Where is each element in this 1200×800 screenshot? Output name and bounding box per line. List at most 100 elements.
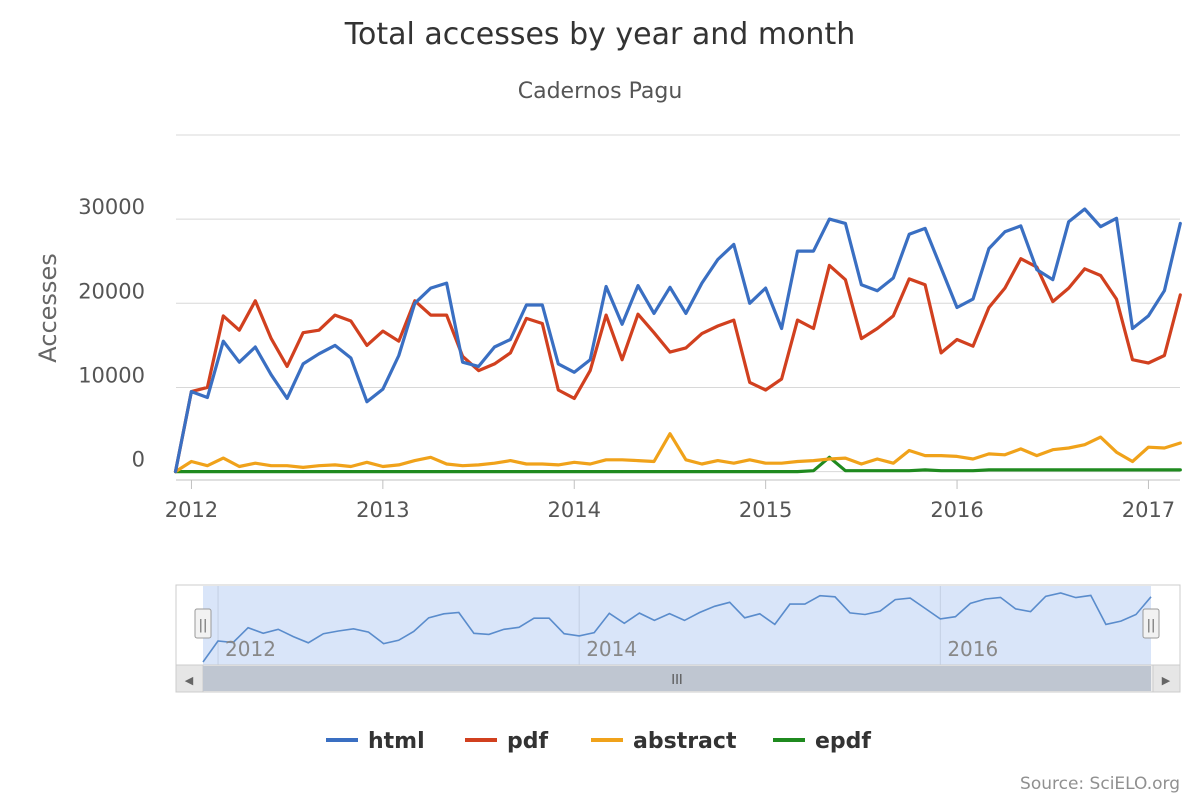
data-point-epdf[interactable] [924, 469, 927, 471]
data-point-abstract[interactable] [573, 461, 576, 464]
data-point-epdf[interactable] [796, 470, 799, 473]
data-point-abstract[interactable] [238, 465, 241, 468]
data-point-epdf[interactable] [892, 469, 895, 472]
data-point-epdf[interactable] [1019, 469, 1022, 471]
data-point-epdf[interactable] [940, 469, 942, 472]
data-point-pdf[interactable] [589, 369, 592, 372]
data-point-epdf[interactable] [748, 470, 751, 473]
data-point-abstract[interactable] [493, 462, 496, 465]
data-point-epdf[interactable] [557, 470, 560, 473]
data-point-html[interactable] [700, 282, 703, 284]
data-point-epdf[interactable] [956, 469, 958, 472]
data-point-epdf[interactable] [653, 470, 655, 473]
data-point-html[interactable] [1179, 222, 1182, 225]
data-point-abstract[interactable] [589, 463, 592, 465]
data-point-html[interactable] [892, 277, 895, 279]
data-point-abstract[interactable] [940, 454, 942, 457]
data-point-epdf[interactable] [477, 470, 480, 473]
data-point-epdf[interactable] [541, 470, 544, 473]
data-point-pdf[interactable] [716, 325, 719, 327]
data-point-abstract[interactable] [844, 457, 847, 460]
data-point-html[interactable] [302, 362, 304, 365]
data-point-html[interactable] [525, 304, 528, 306]
data-point-pdf[interactable] [1067, 287, 1070, 290]
data-point-html[interactable] [860, 283, 863, 286]
data-point-html[interactable] [254, 346, 257, 348]
data-point-abstract[interactable] [286, 464, 289, 467]
series-line-abstract[interactable] [173, 432, 1182, 474]
data-point-epdf[interactable] [621, 470, 623, 473]
data-point-html[interactable] [732, 243, 735, 246]
data-point-epdf[interactable] [525, 470, 528, 473]
data-point-epdf[interactable] [972, 469, 974, 472]
data-point-html[interactable] [334, 344, 336, 347]
data-point-epdf[interactable] [334, 470, 336, 473]
data-point-epdf[interactable] [270, 470, 273, 473]
data-point-epdf[interactable] [1051, 469, 1054, 471]
data-point-epdf[interactable] [637, 470, 639, 473]
data-point-pdf[interactable] [366, 344, 368, 347]
data-point-epdf[interactable] [812, 469, 815, 472]
data-point-pdf[interactable] [493, 362, 496, 365]
data-point-abstract[interactable] [1179, 442, 1182, 444]
data-point-abstract[interactable] [621, 458, 623, 461]
data-point-abstract[interactable] [796, 460, 799, 463]
data-point-html[interactable] [589, 358, 592, 361]
data-point-pdf[interactable] [653, 331, 655, 334]
data-point-epdf[interactable] [1163, 469, 1166, 471]
data-point-epdf[interactable] [764, 470, 767, 473]
data-point-pdf[interactable] [206, 386, 209, 389]
data-point-html[interactable] [988, 247, 990, 250]
data-point-pdf[interactable] [573, 397, 576, 400]
data-point-abstract[interactable] [924, 454, 927, 457]
data-point-abstract[interactable] [397, 463, 400, 466]
data-point-pdf[interactable] [334, 314, 336, 316]
data-point-abstract[interactable] [1067, 447, 1070, 449]
data-point-epdf[interactable] [493, 470, 496, 473]
data-point-html[interactable] [206, 396, 209, 399]
data-point-epdf[interactable] [509, 470, 512, 473]
data-point-abstract[interactable] [764, 462, 767, 465]
data-point-abstract[interactable] [732, 462, 735, 465]
data-point-epdf[interactable] [302, 470, 304, 473]
data-point-abstract[interactable] [541, 463, 544, 465]
data-point-html[interactable] [477, 365, 480, 368]
data-point-pdf[interactable] [700, 332, 703, 335]
data-point-epdf[interactable] [190, 470, 193, 473]
data-point-pdf[interactable] [286, 365, 289, 368]
data-point-html[interactable] [669, 286, 671, 289]
data-point-pdf[interactable] [796, 319, 799, 322]
data-point-html[interactable] [1051, 278, 1054, 281]
data-point-epdf[interactable] [589, 470, 592, 473]
data-point-html[interactable] [908, 233, 911, 236]
data-point-epdf[interactable] [876, 469, 879, 472]
data-point-pdf[interactable] [860, 337, 863, 340]
data-point-pdf[interactable] [748, 381, 751, 384]
data-point-html[interactable] [1035, 268, 1038, 271]
data-point-abstract[interactable] [780, 462, 783, 465]
data-point-abstract[interactable] [222, 457, 225, 460]
data-point-abstract[interactable] [1147, 446, 1150, 449]
series-line-html[interactable] [173, 207, 1182, 474]
data-point-epdf[interactable] [605, 470, 608, 473]
series-line-pdf[interactable] [173, 257, 1182, 474]
data-point-pdf[interactable] [605, 314, 608, 316]
data-point-epdf[interactable] [254, 470, 257, 473]
data-point-abstract[interactable] [876, 458, 879, 460]
data-point-abstract[interactable] [988, 453, 990, 455]
data-point-pdf[interactable] [924, 283, 927, 286]
data-point-abstract[interactable] [334, 463, 336, 466]
data-point-html[interactable] [413, 302, 416, 305]
data-point-pdf[interactable] [1099, 274, 1102, 277]
data-point-abstract[interactable] [1051, 448, 1054, 451]
data-point-html[interactable] [509, 338, 512, 341]
data-point-abstract[interactable] [669, 432, 671, 435]
data-point-abstract[interactable] [429, 456, 432, 459]
data-point-epdf[interactable] [844, 469, 847, 472]
data-point-epdf[interactable] [1115, 469, 1118, 471]
data-point-epdf[interactable] [366, 470, 368, 473]
data-point-pdf[interactable] [397, 340, 400, 343]
data-point-abstract[interactable] [892, 462, 895, 465]
data-point-html[interactable] [270, 373, 273, 376]
data-point-html[interactable] [748, 302, 751, 305]
